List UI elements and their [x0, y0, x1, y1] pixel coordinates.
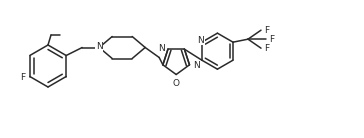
- Text: N: N: [197, 36, 204, 45]
- Text: F: F: [264, 26, 269, 35]
- Text: O: O: [173, 79, 180, 87]
- Text: N: N: [194, 61, 200, 70]
- Text: F: F: [20, 73, 25, 82]
- Text: F: F: [264, 44, 269, 53]
- Text: N: N: [96, 42, 103, 51]
- Text: F: F: [269, 35, 274, 44]
- Text: N: N: [158, 44, 165, 53]
